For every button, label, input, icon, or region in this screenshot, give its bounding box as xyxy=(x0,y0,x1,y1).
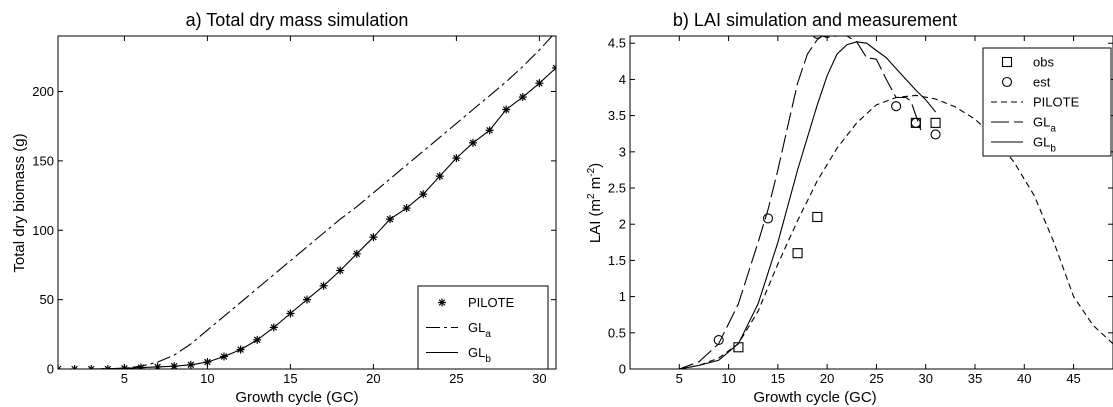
data-point-est xyxy=(891,101,902,112)
legend-item: est xyxy=(1001,75,1051,90)
y-tick-label: 1.5 xyxy=(608,253,626,268)
data-point-est xyxy=(812,36,822,39)
data-point-pilote xyxy=(87,365,96,369)
data-point-obs xyxy=(812,211,823,223)
legend-marker xyxy=(438,298,446,307)
x-tick-label: 35 xyxy=(968,371,982,386)
x-tick-label: 25 xyxy=(449,371,463,386)
chart-b: b) LAI simulation and measurement 5 10 15 2… xyxy=(586,10,1113,406)
legend-marker xyxy=(1001,56,1013,68)
data-point-pilote xyxy=(58,365,62,369)
x-tick-label: 15 xyxy=(771,371,785,386)
y-tick-label: 0.5 xyxy=(608,325,626,340)
y-tick-label: 50 xyxy=(40,292,54,307)
x-tick-label: 25 xyxy=(869,371,883,386)
chart-a-title: a) Total dry mass simulation xyxy=(186,10,409,30)
chart-b-title: b) LAI simulation and measurement xyxy=(673,10,957,30)
y-tick-label: 150 xyxy=(32,153,54,168)
legend-label: obs xyxy=(1033,55,1054,70)
legend-item: GLb xyxy=(426,345,491,365)
data-point-pilote xyxy=(103,365,112,369)
x-tick-label: 5 xyxy=(121,371,128,386)
series-line-gl-a xyxy=(58,36,553,369)
chart-a-xlabel: Growth cycle (GC) xyxy=(235,389,358,406)
data-point-est xyxy=(930,129,941,140)
x-tick-label: 5 xyxy=(676,371,683,386)
chart-a-ylabel: Total dry biomass (g) xyxy=(11,133,28,272)
chart-a-plot-area: 5 10 15 20 25 30 0 50 100 150 200 xyxy=(32,35,557,386)
data-point-obs xyxy=(792,248,803,259)
chart-b-plot-area: 5 10 15 20 25 30 35 40 45 0 0.5 1 1.5 2 2.5 3 3.5 4 4.5 xyxy=(608,35,1113,386)
x-tick-label: 20 xyxy=(366,371,380,386)
legend-label: PILOTE xyxy=(468,295,515,310)
y-tick-label: 0 xyxy=(47,362,54,377)
data-point-est xyxy=(713,334,724,346)
y-tick-label: 4.5 xyxy=(608,36,626,51)
x-tick-label: 45 xyxy=(1066,371,1080,386)
legend-item: GLa xyxy=(991,115,1056,135)
legend-label: GLa xyxy=(1033,115,1056,135)
x-tick-label: 30 xyxy=(918,371,932,386)
series-line-gl-b xyxy=(630,41,937,369)
legend-item: obs xyxy=(1001,55,1054,70)
chart-a: a) Total dry mass simulation 5 10 15 20 25 30… xyxy=(11,10,557,406)
data-point-pilote xyxy=(70,365,79,369)
y-tick-label: 3 xyxy=(619,144,626,159)
legend-item: GLa xyxy=(426,320,491,340)
legend-label: GLb xyxy=(468,345,491,365)
x-tick-label: 15 xyxy=(283,371,297,386)
legend-marker xyxy=(1001,76,1013,88)
y-tick-label: 1 xyxy=(619,289,626,304)
series-line-gl-b xyxy=(58,67,556,369)
x-tick-label: 30 xyxy=(532,371,546,386)
y-tick-label: 2.5 xyxy=(608,181,626,196)
y-tick-label: 0 xyxy=(619,362,626,377)
y-tick-label: 100 xyxy=(32,223,54,238)
x-tick-label: 20 xyxy=(820,371,834,386)
series-line-gl-a xyxy=(630,36,922,369)
x-tick-label: 10 xyxy=(721,371,735,386)
legend-label: est xyxy=(1033,75,1051,90)
chart-a-legend: PILOTE GLa GLb xyxy=(417,285,549,370)
y-tick-label: 4 xyxy=(619,72,626,87)
legend-label: GLa xyxy=(468,320,491,340)
chart-b-ylabel: LAI (m2 m-2) xyxy=(586,163,604,243)
legend-item: PILOTE xyxy=(438,295,515,310)
y-tick-label: 2 xyxy=(619,217,626,232)
data-point-est xyxy=(910,117,921,128)
legend-label: PILOTE xyxy=(1033,95,1080,110)
data-point-obs xyxy=(930,117,941,128)
y-tick-label: 3.5 xyxy=(608,108,626,123)
chart-b-xlabel: Growth cycle (GC) xyxy=(753,389,876,406)
chart-a-frame xyxy=(57,35,557,370)
legend-item: GLb xyxy=(991,135,1056,155)
y-tick-label: 200 xyxy=(32,84,54,99)
legend-label: GLb xyxy=(1033,135,1056,155)
x-tick-label: 10 xyxy=(200,371,214,386)
legend-item: PILOTE xyxy=(991,95,1080,110)
chart-b-frame xyxy=(629,35,1113,370)
data-point-est xyxy=(762,213,774,224)
x-tick-label: 40 xyxy=(1017,371,1031,386)
